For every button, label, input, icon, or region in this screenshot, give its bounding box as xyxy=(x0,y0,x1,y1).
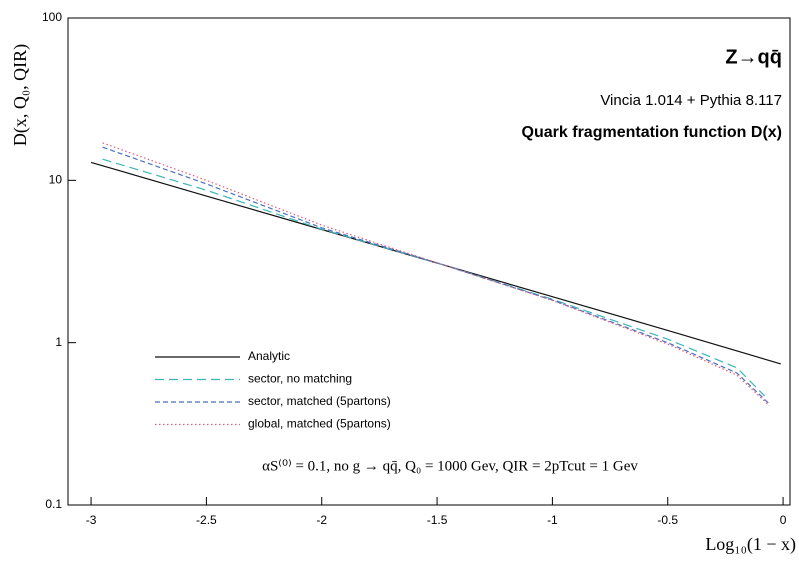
x-tick-label: -1.5 xyxy=(427,513,448,527)
x-tick-label: -2.5 xyxy=(196,513,217,527)
y-tick-label: 0.1 xyxy=(45,497,62,511)
legend-label: sector, matched (5partons) xyxy=(248,394,391,408)
plot-frame xyxy=(67,17,791,506)
x-tick-label: -1 xyxy=(547,513,558,527)
y-axis-label: D(x, Q₀, QIR) xyxy=(10,44,31,146)
x-axis-label: Log₁₀(1 − x) xyxy=(705,534,796,555)
annotation: αS⁽⁰⁾ = 0.1, no g → qq̄, Q₀ = 1000 Gev, … xyxy=(262,458,638,474)
chart-subtitle: Vincia 1.014 + Pythia 8.117 xyxy=(600,92,782,109)
legend-label: sector, no matching xyxy=(248,372,352,386)
y-tick-label: 10 xyxy=(49,173,63,187)
y-tick-label: 1 xyxy=(55,335,62,349)
x-tick-label: -2 xyxy=(316,513,327,527)
x-tick-label: -3 xyxy=(86,513,97,527)
x-tick-label: -0.5 xyxy=(657,513,678,527)
legend-label: global, matched (5partons) xyxy=(248,417,391,431)
series-line xyxy=(102,146,770,405)
y-tick-label: 100 xyxy=(42,10,62,24)
x-tick-label: 0 xyxy=(780,513,787,527)
legend-label: Analytic xyxy=(248,349,290,363)
series-line xyxy=(102,158,766,397)
series-line xyxy=(102,142,770,406)
chart-title: Z→qq̄ xyxy=(725,46,782,68)
chart-subtitle: Quark fragmentation function D(x) xyxy=(522,124,782,141)
